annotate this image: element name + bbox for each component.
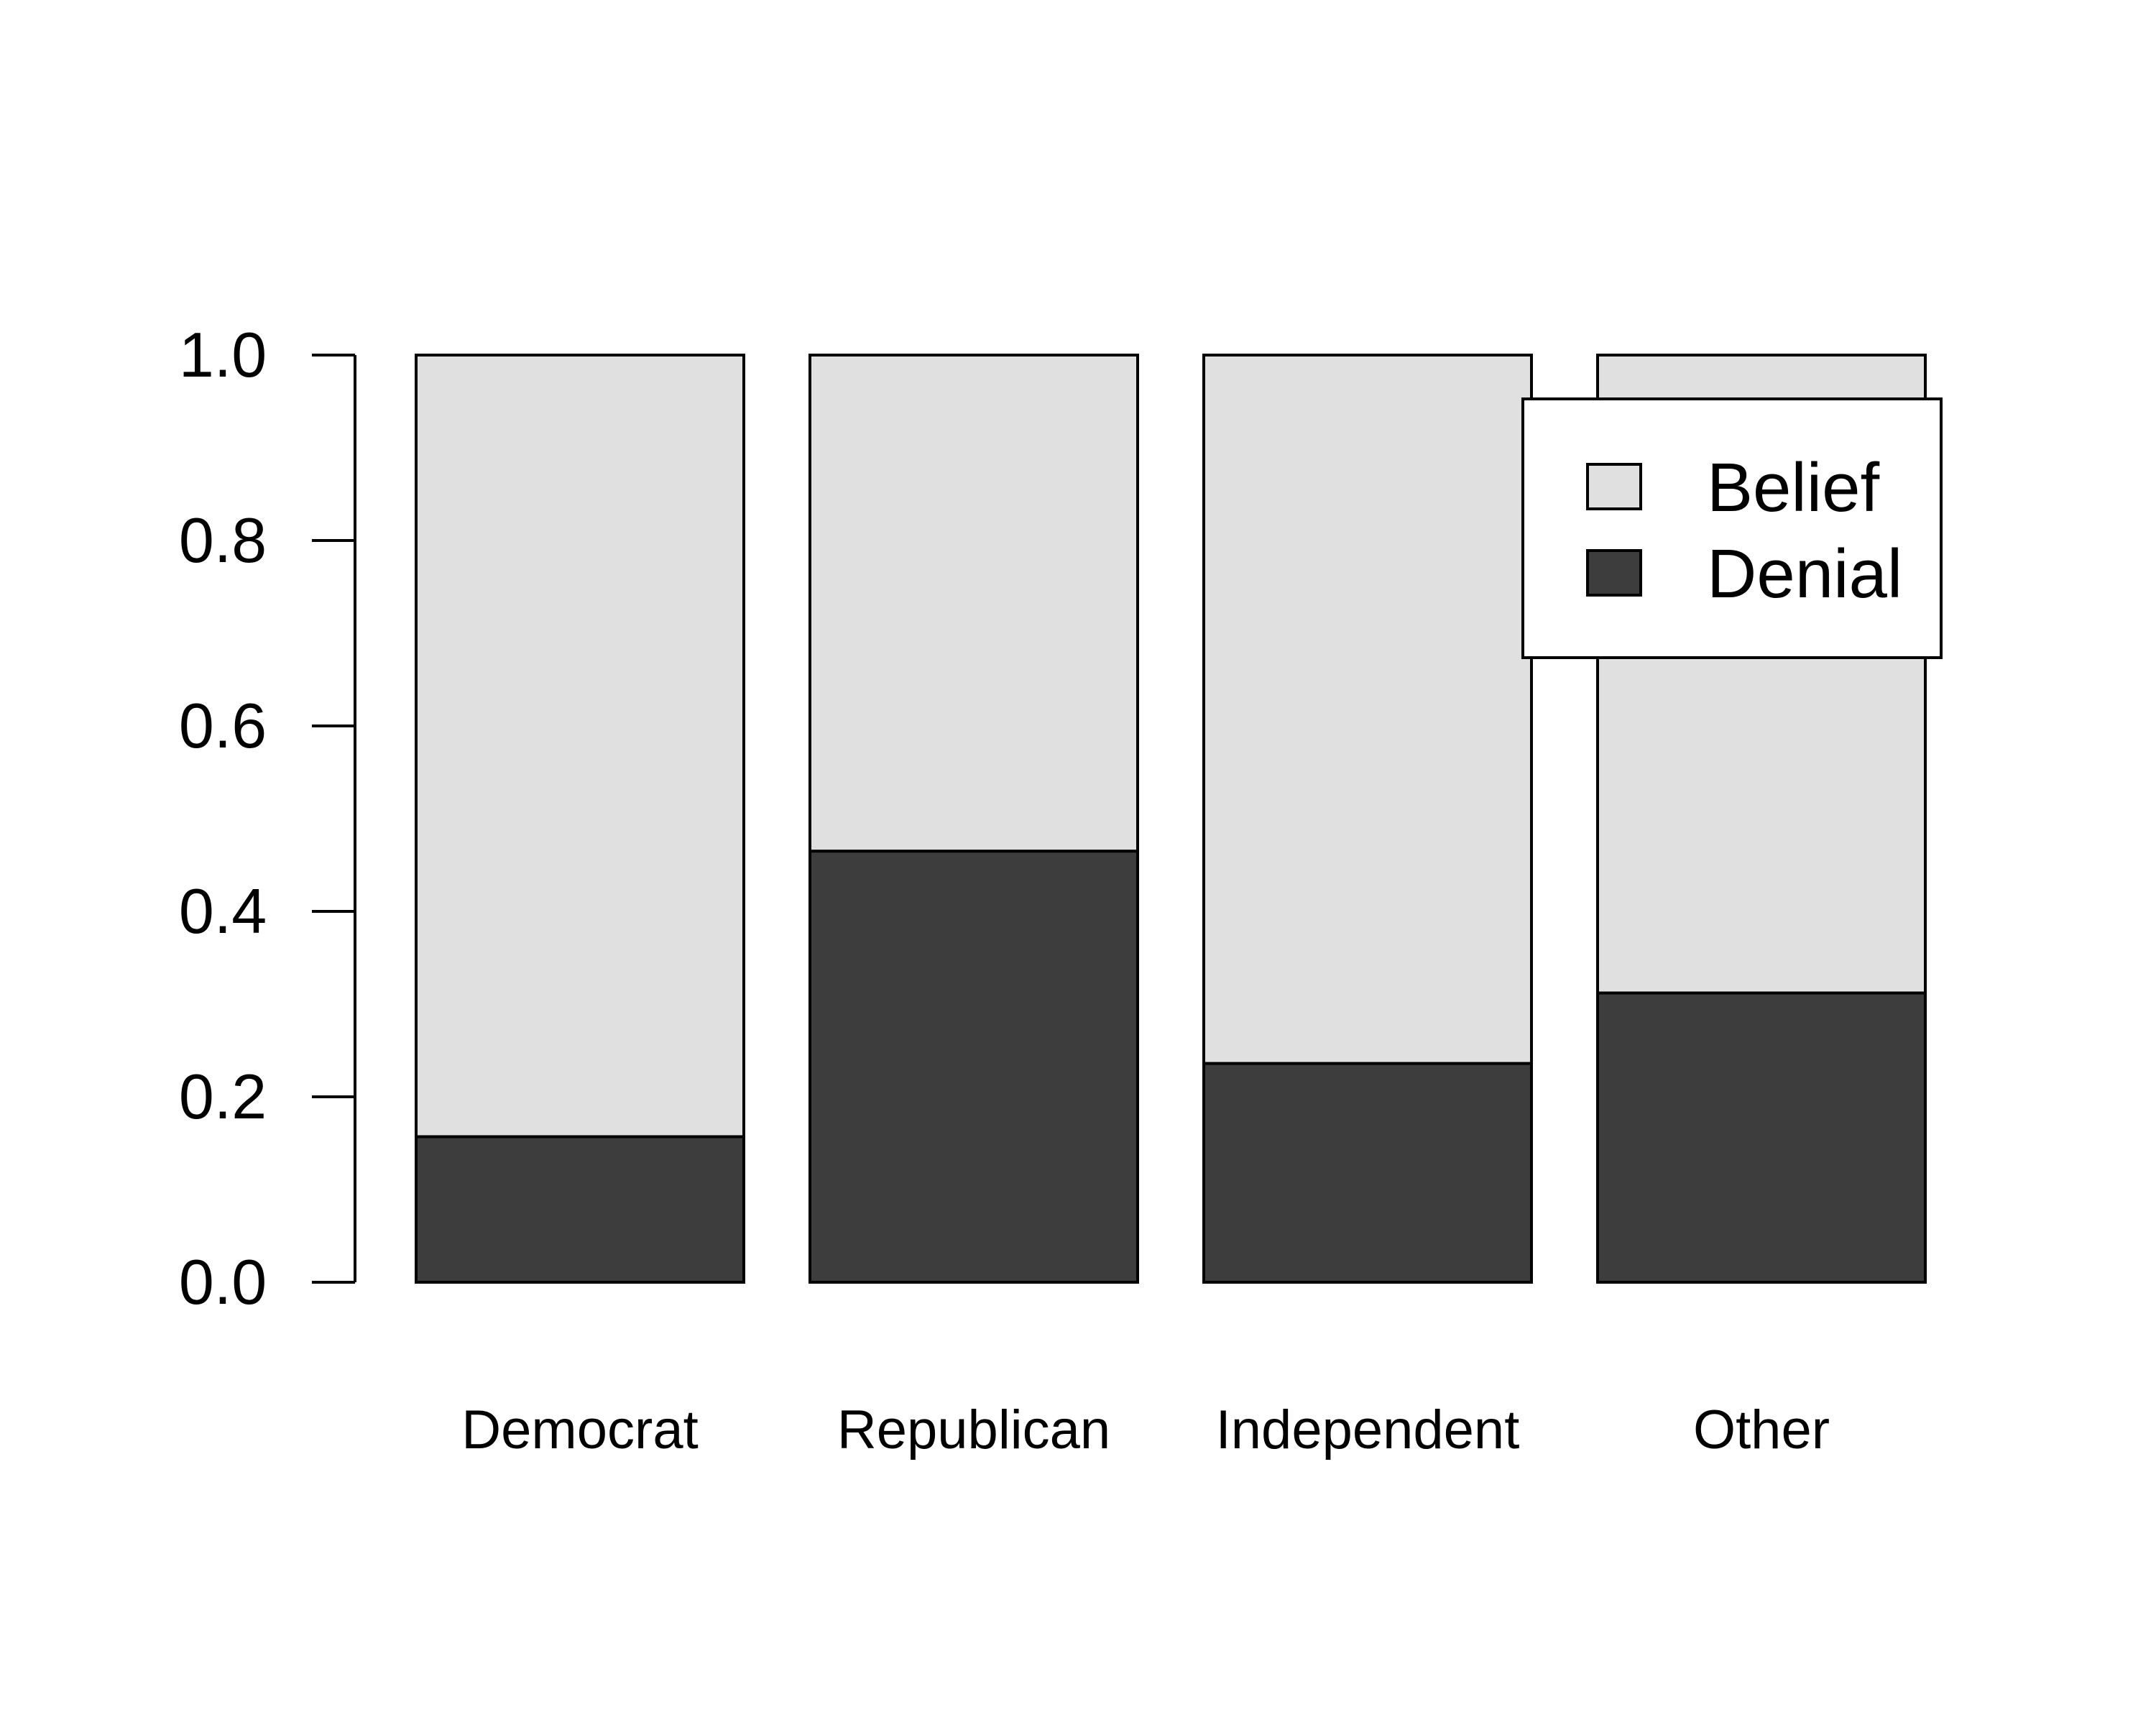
y-tick-label: 0.6	[179, 690, 267, 761]
legend-swatch-denial	[1586, 549, 1642, 597]
y-axis: 0.0 0.2 0.4 0.6 0.8 1.0	[179, 319, 356, 1317]
legend-label: Denial	[1707, 535, 1902, 612]
legend-box	[1521, 397, 1943, 659]
legend-label: Belief	[1707, 449, 1879, 526]
legend-swatch-belief	[1586, 463, 1642, 510]
y-tick-label: 0.0	[179, 1246, 267, 1317]
bar-segment-denial	[415, 1135, 745, 1284]
category-label: Independent	[1216, 1399, 1520, 1460]
bar-segment-denial	[808, 850, 1139, 1284]
bars-group	[415, 354, 1927, 1284]
category-label: Other	[1693, 1399, 1830, 1460]
bar-segment-belief	[1202, 354, 1533, 1065]
bar-segment-belief	[415, 354, 745, 1138]
y-tick-label: 0.4	[179, 875, 267, 947]
y-tick-label: 0.2	[179, 1061, 267, 1132]
category-labels: Democrat Republican Independent Other	[461, 1399, 1830, 1460]
bar-segment-denial	[1202, 1062, 1533, 1284]
bar-segment-belief	[808, 354, 1139, 853]
y-tick-label: 0.8	[179, 505, 267, 576]
legend: Belief Denial	[1521, 397, 1943, 659]
category-label: Democrat	[461, 1399, 698, 1460]
category-label: Republican	[837, 1399, 1110, 1460]
bar-segment-denial	[1596, 991, 1927, 1284]
y-tick-label: 1.0	[179, 319, 267, 390]
